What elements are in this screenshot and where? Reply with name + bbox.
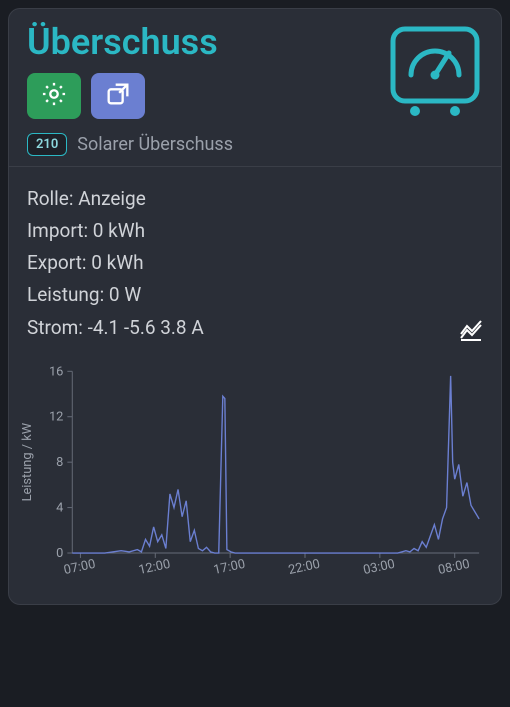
expand-icon [104,80,132,112]
svg-text:8: 8 [56,455,63,470]
stat-value: 0 W [109,283,141,306]
svg-text:17:00: 17:00 [212,557,246,578]
chart-toggle-button[interactable] [459,318,483,346]
subtitle-row: 210 Solarer Überschuss [27,133,483,156]
svg-text:12: 12 [49,410,63,425]
stat-value: 0 kWh [93,219,145,242]
stat-label: Strom [27,316,78,339]
svg-text:0: 0 [56,546,63,561]
gear-icon [40,80,68,112]
stat-strom: Strom: -4.1 -5.6 3.8 A [27,312,483,344]
card-header: Überschuss [9,9,501,166]
gauge-icon [387,23,483,123]
stat-import: Import: 0 kWh [27,215,483,247]
stat-leistung: Leistung: 0 W [27,279,483,311]
svg-text:07:00: 07:00 [62,557,96,578]
settings-button[interactable] [27,73,81,119]
svg-text:4: 4 [56,501,63,516]
stat-label: Import [27,219,83,242]
stat-value: -4.1 -5.6 3.8 A [88,316,204,339]
device-card: Überschuss [8,8,502,605]
expand-button[interactable] [91,73,145,119]
chart-container: 0 4 8 12 16 07:00 12:00 17:00 22:00 03:00 08:00 Lei… [9,354,501,604]
svg-text:22:00: 22:00 [287,557,321,578]
stat-value: 0 kWh [91,251,143,274]
stat-value: Anzeige [78,187,146,210]
stat-rolle: Rolle: Anzeige [27,183,483,215]
stat-label: Leistung [27,283,100,306]
svg-text:12:00: 12:00 [137,557,171,578]
svg-text:03:00: 03:00 [362,557,396,578]
stat-label: Rolle [27,187,69,210]
stat-export: Export: 0 kWh [27,247,483,279]
svg-text:Leistung / kW: Leistung / kW [20,422,35,501]
subtitle: Solarer Überschuss [77,134,233,155]
svg-text:16: 16 [49,364,63,379]
svg-text:08:00: 08:00 [437,557,471,578]
id-badge: 210 [27,133,67,156]
stat-label: Export [27,251,82,274]
card-body: Rolle: Anzeige Import: 0 kWh Export: 0 k… [9,167,501,354]
power-chart: 0 4 8 12 16 07:00 12:00 17:00 22:00 03:00 08:00 Lei… [15,360,489,590]
